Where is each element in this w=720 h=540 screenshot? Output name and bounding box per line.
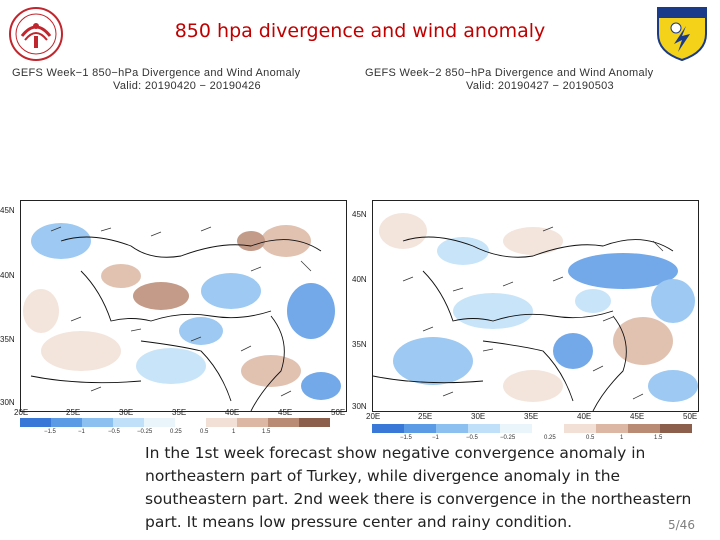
colorbar-label: −0.5: [466, 435, 478, 441]
colorbar-swatch: [532, 424, 564, 433]
colorbar-label: −1.5: [44, 429, 56, 435]
lat-label: 45N: [352, 210, 367, 219]
colorbar-swatch: [268, 418, 299, 427]
colorbar-swatch: [113, 418, 144, 427]
map-title-week2: GEFS Week−2 850−hPa Divergence and Wind …: [365, 67, 654, 79]
map-valid-week2: Valid: 20190427 − 20190503: [466, 80, 614, 92]
colorbar-label: 1: [620, 435, 624, 441]
colorbar-label: 0.5: [200, 429, 209, 435]
lon-label: 20E: [14, 408, 29, 417]
colorbar-swatch: [404, 424, 436, 433]
colorbar-label: −1: [78, 429, 85, 435]
colorbar-label: 0.25: [170, 429, 182, 435]
colorbar-swatch: [660, 424, 692, 433]
colorbar-swatch: [82, 418, 113, 427]
lon-label: 35E: [524, 412, 539, 421]
colorbar-swatch: [51, 418, 82, 427]
lat-label: 45N: [0, 206, 15, 215]
colorbar-swatch: [500, 424, 532, 433]
colorbar-swatch: [144, 418, 175, 427]
map-week1-graphic: [21, 201, 346, 411]
lon-label: 35E: [172, 408, 187, 417]
colorbar-label: 0.5: [586, 435, 595, 441]
lon-label: 25E: [418, 412, 433, 421]
colorbar-swatch: [596, 424, 628, 433]
lon-label: 30E: [471, 412, 486, 421]
colorbar-label: 0.25: [544, 435, 556, 441]
lon-label: 20E: [366, 412, 381, 421]
colorbar-swatch: [299, 418, 330, 427]
lat-label: 35N: [352, 340, 367, 349]
colorbar-swatch: [564, 424, 596, 433]
lon-label: 30E: [119, 408, 134, 417]
colorbar-label: 1.5: [262, 429, 271, 435]
colorbar-swatch: [436, 424, 468, 433]
university-seal-logo: [9, 7, 63, 61]
lat-label: 40N: [0, 271, 15, 280]
lat-label: 35N: [0, 335, 15, 344]
page-number: 5/46: [668, 518, 695, 532]
colorbar-label: −1: [432, 435, 439, 441]
colorbar-label: 1: [232, 429, 236, 435]
lon-label: 45E: [278, 408, 293, 417]
colorbar-swatch: [20, 418, 51, 427]
lat-label: 40N: [352, 275, 367, 284]
meteorology-shield-logo: [657, 7, 707, 62]
slide-body-text: In the 1st week forecast show negative c…: [145, 444, 692, 531]
colorbar-week1: [20, 418, 330, 427]
map-header-week2: GEFS Week−2 850−hPa Divergence and Wind …: [365, 67, 715, 97]
divergence-map-week1: [20, 200, 347, 412]
lon-label: 40E: [577, 412, 592, 421]
map-week2-graphic: [373, 201, 698, 411]
colorbar-label: −0.25: [137, 429, 153, 435]
lon-label: 45E: [630, 412, 645, 421]
map-header-week1: GEFS Week−1 850−hPa Divergence and Wind …: [12, 67, 362, 97]
lat-label: 30N: [0, 398, 15, 407]
slide-title: 850 hpa divergence and wind anomaly: [174, 20, 546, 42]
map-valid-week1: Valid: 20190420 − 20190426: [113, 80, 261, 92]
colorbar-label: −0.25: [500, 435, 516, 441]
colorbar-label: 1.5: [654, 435, 663, 441]
colorbar-swatch: [206, 418, 237, 427]
lon-label: 50E: [331, 408, 346, 417]
colorbar-label: −0.5: [108, 429, 120, 435]
colorbar-swatch: [372, 424, 404, 433]
colorbar-swatch: [628, 424, 660, 433]
colorbar-swatch: [468, 424, 500, 433]
lat-label: 30N: [352, 402, 367, 411]
divergence-map-week2: [372, 200, 699, 412]
lon-label: 50E: [683, 412, 698, 421]
colorbar-swatch: [237, 418, 268, 427]
map-title-week1: GEFS Week−1 850−hPa Divergence and Wind …: [12, 67, 301, 79]
lon-label: 25E: [66, 408, 81, 417]
lon-label: 40E: [225, 408, 240, 417]
colorbar-swatch: [175, 418, 206, 427]
colorbar-label: −1.5: [400, 435, 412, 441]
colorbar-week2: [372, 424, 692, 433]
